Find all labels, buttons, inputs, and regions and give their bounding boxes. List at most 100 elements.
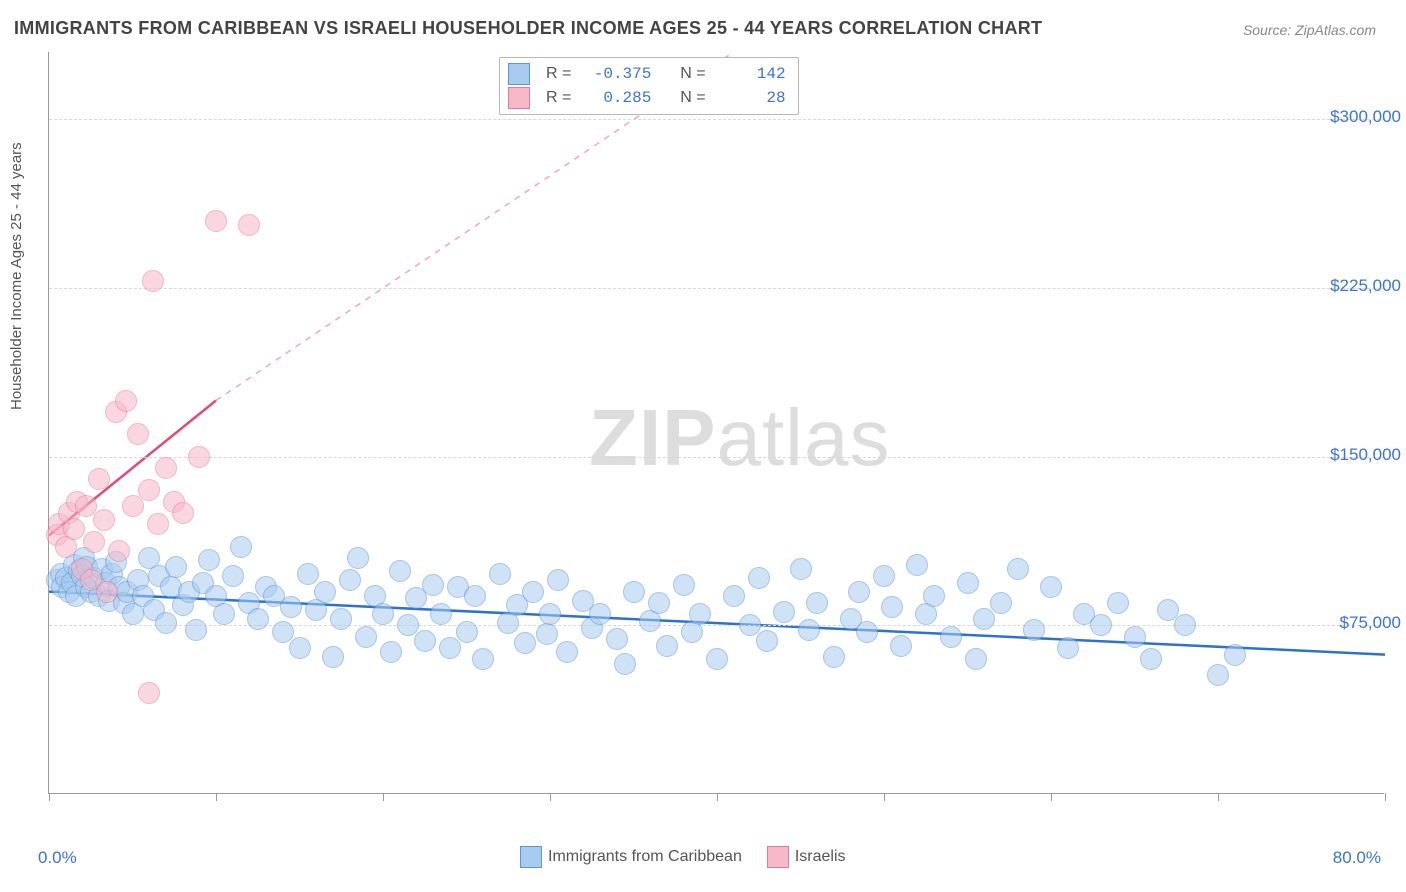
data-point [881, 596, 903, 618]
data-point [142, 270, 164, 292]
data-point [798, 619, 820, 641]
data-point [297, 563, 319, 585]
watermark-text: ZIPatlas [589, 392, 890, 484]
data-point [138, 479, 160, 501]
data-point [1023, 619, 1045, 641]
data-point [1207, 664, 1229, 686]
data-point [430, 603, 452, 625]
series-legend: Immigrants from Caribbean Israelis [520, 846, 846, 868]
legend-stat-row: R =-0.375 N =142 [508, 62, 786, 86]
data-point [272, 621, 294, 643]
data-point [790, 558, 812, 580]
data-point [185, 619, 207, 641]
data-point [83, 531, 105, 553]
data-point [1124, 626, 1146, 648]
data-point [1057, 637, 1079, 659]
gridline [49, 288, 1385, 289]
data-point [108, 540, 130, 562]
x-tick [1218, 793, 1219, 801]
legend-swatch [520, 846, 542, 868]
data-point [489, 563, 511, 585]
r-value: -0.375 [581, 62, 651, 86]
data-point [330, 608, 352, 630]
x-tick [1051, 793, 1052, 801]
n-label: N = [680, 86, 705, 110]
data-point [957, 572, 979, 594]
data-point [522, 581, 544, 603]
data-point [848, 581, 870, 603]
gridline [49, 119, 1385, 120]
data-point [940, 626, 962, 648]
legend-label: Israelis [795, 848, 846, 865]
legend-label: Immigrants from Caribbean [548, 848, 742, 865]
x-axis-min-label: 0.0% [38, 848, 77, 868]
data-point [923, 585, 945, 607]
r-label: R = [546, 62, 571, 86]
x-tick [49, 793, 50, 801]
data-point [115, 390, 137, 412]
data-point [536, 623, 558, 645]
data-point [823, 646, 845, 668]
legend-stat-row: R = 0.285 N = 28 [508, 86, 786, 110]
y-tick-label: $225,000 [1281, 276, 1401, 296]
data-point [965, 648, 987, 670]
data-point [414, 630, 436, 652]
data-point [773, 601, 795, 623]
data-point [355, 626, 377, 648]
data-point [1107, 592, 1129, 614]
data-point [238, 214, 260, 236]
correlation-legend: R =-0.375 N =142R = 0.285 N = 28 [499, 57, 799, 115]
data-point [314, 581, 336, 603]
x-tick [884, 793, 885, 801]
data-point [63, 518, 85, 540]
data-point [205, 210, 227, 232]
data-point [873, 565, 895, 587]
y-tick-label: $75,000 [1281, 613, 1401, 633]
data-point [247, 608, 269, 630]
data-point [1140, 648, 1162, 670]
data-point [556, 641, 578, 663]
data-point [973, 608, 995, 630]
data-point [806, 592, 828, 614]
data-point [372, 603, 394, 625]
data-point [439, 637, 461, 659]
data-point [347, 547, 369, 569]
data-point [93, 509, 115, 531]
data-point [96, 581, 118, 603]
data-point [213, 603, 235, 625]
data-point [589, 603, 611, 625]
data-point [673, 574, 695, 596]
x-tick [383, 793, 384, 801]
data-point [906, 554, 928, 576]
data-point [380, 641, 402, 663]
watermark-zip: ZIP [589, 393, 716, 482]
data-point [723, 585, 745, 607]
data-point [88, 468, 110, 490]
data-point [614, 653, 636, 675]
data-point [1224, 644, 1246, 666]
data-point [623, 581, 645, 603]
data-point [339, 569, 361, 591]
x-tick [216, 793, 217, 801]
n-label: N = [680, 62, 705, 86]
data-point [656, 635, 678, 657]
data-point [648, 592, 670, 614]
data-point [748, 567, 770, 589]
data-point [155, 457, 177, 479]
data-point [464, 585, 486, 607]
data-point [890, 635, 912, 657]
r-value: 0.285 [581, 86, 651, 110]
data-point [172, 502, 194, 524]
data-point [289, 637, 311, 659]
legend-swatch [767, 846, 789, 868]
r-label: R = [546, 86, 571, 110]
legend-item: Immigrants from Caribbean [520, 846, 742, 868]
data-point [389, 560, 411, 582]
data-point [539, 603, 561, 625]
data-point [606, 628, 628, 650]
data-point [322, 646, 344, 668]
x-tick [550, 793, 551, 801]
data-point [165, 556, 187, 578]
data-point [990, 592, 1012, 614]
data-point [756, 630, 778, 652]
